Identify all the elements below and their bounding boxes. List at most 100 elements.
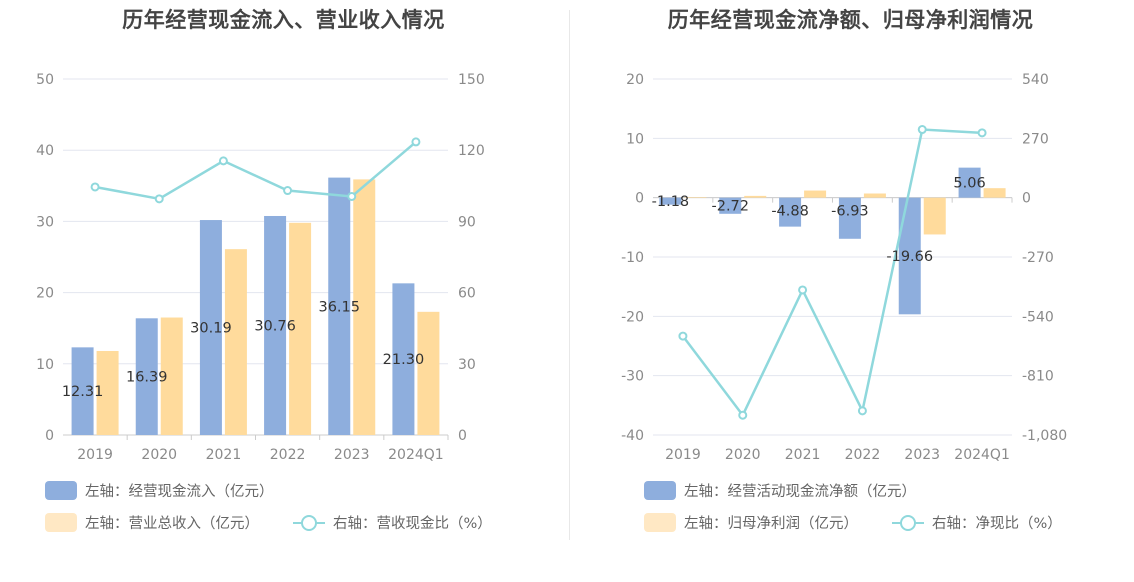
- bar-series2: [804, 190, 827, 198]
- legend-label: 左轴：经营活动现金流净额（亿元）: [684, 484, 916, 500]
- bar-series2: [923, 197, 946, 235]
- legend-label: 左轴：归母净利润（亿元）: [684, 516, 858, 532]
- x-tick-label: 2019: [665, 447, 701, 463]
- line-point: [411, 137, 421, 147]
- legend-swatch-line-icon: [892, 513, 924, 532]
- y-right-tick-label: -270: [1022, 250, 1054, 266]
- y-left-tick-label: -20: [621, 309, 644, 325]
- y-left-tick-label: -10: [621, 250, 644, 266]
- bar-series1: [719, 197, 742, 214]
- bar-series1: [958, 167, 981, 198]
- line-point: [678, 331, 688, 341]
- x-tick-label: 2024Q1: [388, 447, 444, 463]
- bar-series2: [160, 317, 183, 435]
- legend-item-bar1[interactable]: 左轴：经营活动现金流净额（亿元）: [644, 480, 916, 501]
- y-left-tick-label: 30: [36, 214, 54, 230]
- line-point: [347, 191, 357, 201]
- x-tick-label: 2023: [904, 447, 940, 463]
- legend-item-bar2[interactable]: 左轴：归母净利润（亿元）: [644, 512, 858, 533]
- chart-panel-right: 历年经营现金流净额、归母净利润情况 -40 -30 -20 -10 0 10 20 -1,08…: [567, 0, 1134, 560]
- bar-series1: [199, 220, 222, 435]
- line-point: [798, 285, 808, 295]
- legend-item-line[interactable]: 右轴：净现比（%）: [892, 512, 1062, 533]
- line-point: [218, 156, 228, 166]
- y-left-tick-label: 40: [36, 143, 54, 159]
- y-right-tick-label: -810: [1022, 369, 1054, 385]
- bar-data-label: 21.30: [383, 352, 425, 368]
- bar-series1: [392, 283, 415, 435]
- bar-data-label: -1.18: [652, 194, 690, 210]
- line-point: [738, 410, 748, 420]
- bar-series2: [863, 193, 886, 198]
- x-tick-label: 2022: [845, 447, 881, 463]
- y-left-tick-label: -30: [621, 369, 644, 385]
- bar-series1: [71, 347, 94, 435]
- bar-series1: [898, 197, 921, 315]
- y-right-tick-label: -1,080: [1022, 428, 1067, 444]
- legend-swatch-bar1: [644, 481, 676, 500]
- legend-label: 右轴：净现比（%）: [932, 516, 1062, 532]
- bar-data-label: -6.93: [831, 204, 869, 220]
- legend-item-bar1[interactable]: 左轴：经营现金流入（亿元）: [45, 480, 274, 501]
- x-tick-label: 2024Q1: [954, 447, 1010, 463]
- bar-series2: [684, 197, 707, 198]
- legend-swatch-bar1: [45, 481, 77, 500]
- legend-swatch-line-icon: [293, 513, 325, 532]
- panel-divider: [569, 10, 570, 540]
- legend-label: 左轴：经营现金流入（亿元）: [85, 484, 274, 500]
- y-left-tick-label: 0: [635, 191, 644, 207]
- bar-series1: [779, 197, 802, 227]
- y-right-tick-label: 0: [1022, 191, 1031, 207]
- bar-series2: [744, 195, 767, 198]
- x-tick-label: 2021: [785, 447, 821, 463]
- y-left-tick-label: 0: [45, 428, 54, 444]
- legend-item-bar2[interactable]: 左轴：营业总收入（亿元）: [45, 512, 259, 533]
- bar-data-label: 5.06: [953, 176, 985, 192]
- y-right-tick-label: 60: [458, 286, 476, 302]
- bar-data-label: 36.15: [318, 299, 360, 315]
- x-tick-label: 2019: [77, 447, 113, 463]
- line-point: [977, 128, 987, 138]
- y-left-tick-label: -40: [621, 428, 644, 444]
- bar-series1: [135, 318, 158, 435]
- bar-series1: [328, 177, 351, 435]
- bar-data-label: -2.72: [711, 199, 749, 215]
- y-right-tick-label: 150: [458, 72, 485, 88]
- x-tick-label: 2020: [725, 447, 761, 463]
- y-right-tick-label: 90: [458, 214, 476, 230]
- line-point: [283, 186, 293, 196]
- y-right-tick-label: 120: [458, 143, 485, 159]
- bar-data-label: -4.88: [771, 204, 809, 220]
- y-left-tick-label: 50: [36, 72, 54, 88]
- legend-swatch-bar2: [644, 513, 676, 532]
- x-tick-label: 2022: [270, 447, 306, 463]
- y-left-tick-label: 10: [36, 357, 54, 373]
- chart-title: 历年经营现金流净额、归母净利润情况: [667, 8, 1034, 32]
- line-series: [681, 128, 983, 418]
- y-left-tick-label: 20: [36, 286, 54, 302]
- bar-series2: [417, 311, 440, 435]
- legend-label: 右轴：营收现金比（%）: [333, 516, 492, 532]
- y-left-tick-label: 10: [626, 131, 644, 147]
- y-right-tick-label: 30: [458, 357, 476, 373]
- bar-series1: [264, 215, 287, 435]
- chart-canvas: 0 10 20 30 40 50 0 30 60 90 120 150 2019 2020 2021 2022…: [36, 72, 485, 463]
- bar-series1: [659, 197, 682, 205]
- legend-item-line[interactable]: 右轴：营收现金比（%）: [293, 512, 492, 533]
- bar-data-label: 30.76: [254, 318, 296, 334]
- y-right-tick-label: 540: [1022, 72, 1049, 88]
- x-tick-label: 2023: [334, 447, 370, 463]
- bar-series2: [353, 179, 376, 435]
- line-series: [94, 140, 417, 201]
- bar-data-label: -19.66: [886, 249, 933, 265]
- bar-data-label: 16.39: [126, 370, 168, 386]
- y-right-tick-label: 0: [458, 428, 467, 444]
- chart-panel-left: 历年经营现金流入、营业收入情况 0 10 20 30 40 50 0 30 60 90 120 150…: [0, 0, 567, 560]
- x-tick-label: 2020: [141, 447, 177, 463]
- bar-series2: [289, 222, 312, 435]
- bar-data-label: 12.31: [62, 384, 104, 400]
- line-point: [154, 194, 164, 204]
- bar-data-label: 30.19: [190, 321, 232, 337]
- line-point: [917, 125, 927, 135]
- line-point: [90, 182, 100, 192]
